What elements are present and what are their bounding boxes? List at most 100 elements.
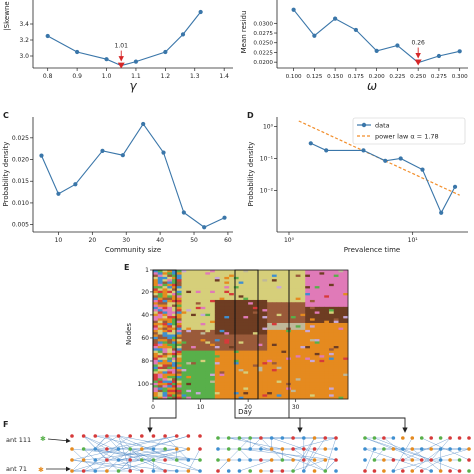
- network-edge: [239, 448, 337, 461]
- heatmap-cell: [238, 348, 244, 352]
- heatmap-cell: [195, 339, 201, 342]
- heatmap-cell: [224, 343, 230, 347]
- heatmap-cell: [229, 316, 235, 319]
- heatmap-cell: [157, 334, 163, 338]
- heatmap-cell: [176, 299, 182, 303]
- heatmap-cell: [153, 373, 159, 377]
- network-node: [467, 469, 471, 473]
- x-tick-label: 40: [156, 237, 164, 244]
- heatmap-cell: [200, 343, 206, 347]
- heatmap-cell: [195, 392, 201, 395]
- heatmap-cell: [267, 382, 273, 386]
- heatmap-cell: [210, 276, 216, 280]
- heatmap-cell: [243, 385, 249, 388]
- network-node: [216, 447, 220, 451]
- heatmap-cell: [276, 322, 282, 326]
- network-node: [105, 469, 109, 473]
- heatmap-cell: [309, 313, 316, 317]
- heatmap-cell: [219, 341, 225, 345]
- heatmap-cell: [191, 385, 197, 388]
- heatmap-cell: [153, 293, 159, 296]
- heatmap-cell: [262, 346, 268, 349]
- heatmap-cell: [276, 288, 282, 292]
- network-node: [429, 436, 433, 440]
- heatmap-cell: [157, 378, 163, 381]
- heatmap-cell: [314, 343, 320, 347]
- heatmap-cell: [271, 286, 278, 289]
- heatmap-cell: [276, 378, 282, 381]
- y-tick-label: 0.025: [12, 135, 29, 142]
- heatmap-cell: [200, 348, 206, 352]
- heatmap-cell: [153, 327, 159, 331]
- heatmap-cell: [172, 343, 178, 347]
- network-node: [302, 458, 306, 462]
- heatmap-cell: [200, 394, 206, 398]
- heatmap-cell: [281, 375, 287, 379]
- heatmap-cell: [271, 313, 278, 317]
- heatmap-cell: [295, 293, 301, 296]
- heatmap-cell: [300, 309, 306, 312]
- heatmap-cell: [181, 373, 187, 377]
- heatmap-cell: [167, 382, 173, 386]
- heatmap-cell: [295, 306, 301, 310]
- heatmap-cell: [343, 286, 349, 289]
- heatmap-cell: [343, 348, 349, 352]
- heatmap-cell: [338, 325, 344, 328]
- heatmap-cell: [224, 359, 230, 363]
- heatmap-cell: [252, 387, 259, 391]
- heatmap-cell: [305, 343, 311, 347]
- heatmap-cell: [328, 392, 335, 395]
- heatmap-cell: [162, 316, 168, 319]
- heatmap-cell: [224, 364, 230, 368]
- heatmap-cell: [309, 387, 316, 391]
- heatmap-cell: [271, 389, 278, 393]
- heatmap-cell: [333, 366, 339, 370]
- heatmap-cell: [205, 357, 211, 361]
- ant-pointer-1: [47, 438, 71, 444]
- heatmap-cell: [295, 311, 301, 315]
- heatmap-cell: [172, 355, 178, 358]
- heatmap-cell: [324, 316, 330, 319]
- heatmap-cell: [243, 325, 249, 328]
- heatmap-cell: [243, 364, 249, 368]
- heatmap-cell: [281, 325, 287, 328]
- heatmap-cell: [314, 297, 320, 301]
- heatmap-cell: [309, 375, 316, 379]
- heatmap-cell: [324, 322, 330, 326]
- heatmap-cell: [295, 389, 301, 393]
- heatmap-cell: [267, 339, 273, 342]
- heatmap-cell: [191, 322, 197, 326]
- heatmap-cell: [243, 348, 249, 352]
- heatmap-cell: [300, 279, 306, 282]
- network-node: [216, 458, 220, 462]
- heatmap-cell: [172, 373, 178, 377]
- network-node: [382, 447, 386, 451]
- heatmap-cell: [257, 336, 263, 340]
- network-edge: [71, 448, 189, 461]
- heatmap-cell: [248, 320, 254, 324]
- heatmap-cell: [267, 306, 273, 310]
- heatmap-cell: [324, 283, 330, 287]
- heatmap-cell: [281, 304, 287, 308]
- heatmap-cell: [210, 369, 216, 372]
- y-tick-label: 100: [138, 381, 150, 388]
- heatmap-cell: [324, 382, 330, 386]
- heatmap-cell: [200, 334, 206, 338]
- heatmap-cell: [243, 382, 249, 386]
- heatmap-cell: [210, 346, 216, 349]
- heatmap-cell: [172, 359, 178, 363]
- heatmap-cell: [319, 334, 325, 338]
- heatmap-cell: [343, 362, 349, 365]
- heatmap-cell: [343, 288, 349, 292]
- heatmap-cell: [333, 394, 339, 398]
- heatmap-cell: [210, 375, 216, 379]
- network-node: [401, 458, 405, 462]
- heatmap-cell: [333, 364, 339, 368]
- network-edge: [303, 437, 326, 472]
- heatmap-cell: [157, 329, 163, 333]
- heatmap-cell: [210, 270, 216, 273]
- heatmap-cell: [238, 343, 244, 347]
- heatmap-cell: [191, 306, 197, 310]
- heatmap-cell: [281, 293, 287, 296]
- heatmap-cell: [324, 290, 330, 294]
